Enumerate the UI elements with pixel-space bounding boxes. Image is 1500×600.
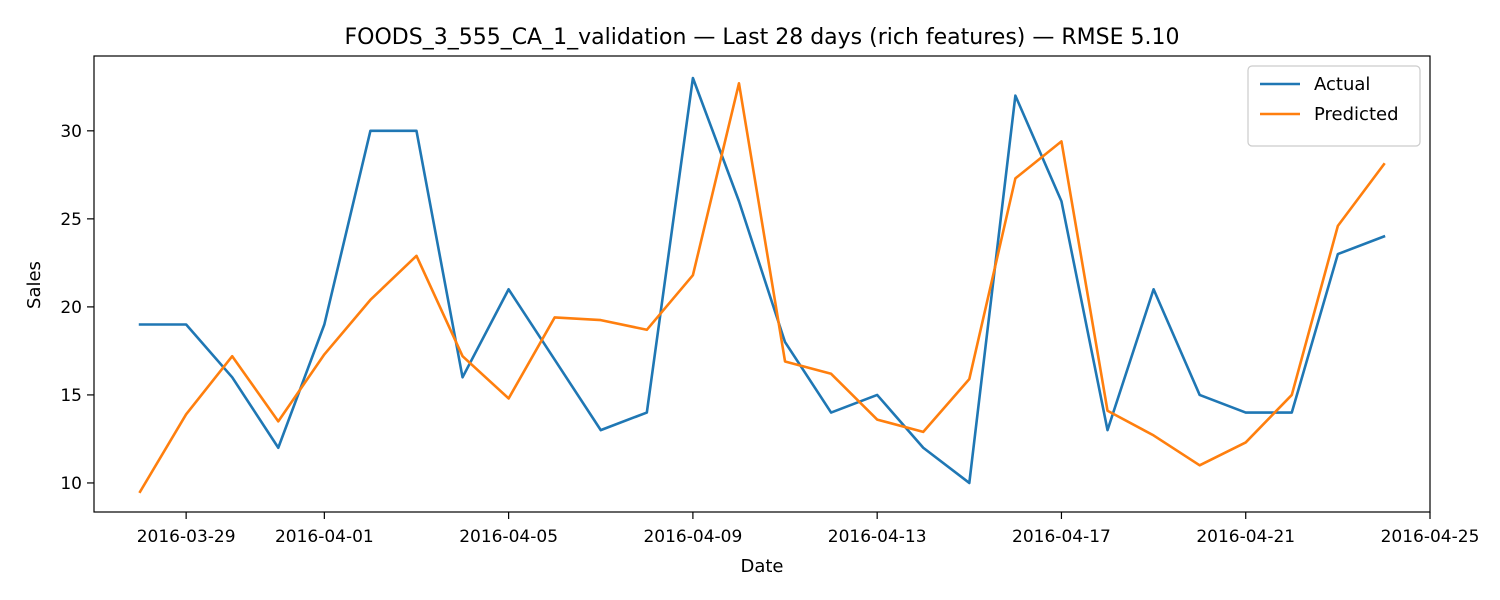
x-tick-label: 2016-04-25 <box>1381 527 1480 547</box>
legend: Actual Predicted <box>1247 65 1421 147</box>
x-tick-label: 2016-04-01 <box>275 527 374 547</box>
y-tick-label: 10 <box>60 474 82 494</box>
x-tick-label: 2016-04-09 <box>643 527 742 547</box>
y-tick-label: 15 <box>60 386 82 406</box>
legend-label-actual: Actual <box>1314 74 1370 95</box>
x-tick-label: 2016-04-21 <box>1196 527 1295 547</box>
legend-box <box>1247 65 1421 147</box>
x-tick-label: 2016-04-13 <box>828 527 927 547</box>
x-axis-label: Date <box>740 556 783 577</box>
axes-frame <box>93 55 1431 513</box>
series-line-actual <box>138 76 1386 485</box>
x-tick-label: 2016-04-17 <box>1012 527 1111 547</box>
plot-area: 10 15 20 25 30 2016-03-29 2016-04-01 2016-04-05… <box>60 55 1480 547</box>
chart-title: FOODS_3_555_CA_1_validation — Last 28 da… <box>345 25 1180 50</box>
series-line-predicted <box>138 81 1386 494</box>
y-tick-label: 20 <box>60 298 82 318</box>
y-tick-label: 30 <box>60 122 82 142</box>
legend-label-predicted: Predicted <box>1314 104 1399 125</box>
x-tick-label: 2016-04-05 <box>459 527 558 547</box>
y-tick-label: 25 <box>60 210 82 230</box>
y-axis-label: Sales <box>24 261 45 309</box>
x-tick-label: 2016-03-29 <box>137 527 236 547</box>
